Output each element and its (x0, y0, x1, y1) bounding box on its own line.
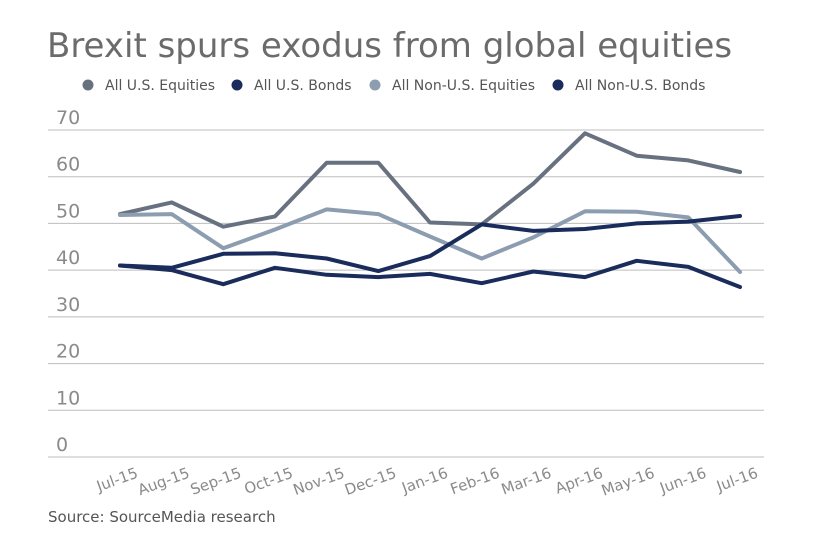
legend-label: All Non-U.S. Equities (392, 78, 535, 94)
x-tick-label: Jun-16 (657, 464, 709, 498)
legend-label: All U.S. Equities (105, 78, 215, 94)
x-tick-label: Dec-15 (342, 464, 398, 499)
y-tick-label: 60 (56, 154, 80, 176)
x-tick-label: Jan-16 (399, 464, 451, 498)
y-tick-label: 30 (56, 294, 80, 316)
series-line-3 (118, 207, 742, 274)
x-tick-label: Oct-15 (242, 464, 296, 498)
legend-marker (369, 79, 381, 91)
legend-marker (82, 79, 94, 91)
series-lines (118, 131, 742, 289)
x-tick-label: Aug-15 (135, 464, 192, 499)
x-tick-label: Mar-16 (499, 464, 554, 499)
x-tick-label: Apr-16 (553, 464, 606, 498)
x-tick-label: May-16 (599, 464, 657, 500)
y-tick-label: 70 (56, 107, 80, 129)
series-line-1 (118, 131, 742, 229)
y-tick-label: 50 (56, 200, 80, 222)
legend-label: All U.S. Bonds (254, 78, 352, 94)
legend-marker (552, 79, 564, 91)
legend: All U.S. Equities All U.S. Bonds All Non-U… (82, 78, 705, 94)
y-tick-label: 0 (56, 434, 68, 456)
x-tick-label: Sep-15 (188, 464, 244, 499)
x-tick-label: Jul-15 (93, 464, 140, 496)
legend-label: All Non-U.S. Bonds (575, 78, 705, 94)
y-tick-label: 10 (56, 387, 80, 409)
x-tick-label: Nov-15 (291, 464, 347, 499)
y-tick-label: 20 (56, 341, 80, 363)
x-tick-label: Feb-16 (448, 464, 502, 498)
x-tick-label: Jul-16 (713, 464, 760, 496)
series-line-4 (118, 214, 742, 274)
source-note: Source: SourceMedia research (48, 508, 276, 526)
legend-marker (231, 79, 243, 91)
gridlines (48, 129, 764, 458)
y-tick-label: 40 (56, 247, 80, 269)
y-axis-ticks: 0 10 20 30 40 50 60 70 (56, 107, 80, 456)
series-line-2 (118, 258, 742, 289)
chart-title: Brexit spurs exodus from global equities (47, 26, 732, 66)
